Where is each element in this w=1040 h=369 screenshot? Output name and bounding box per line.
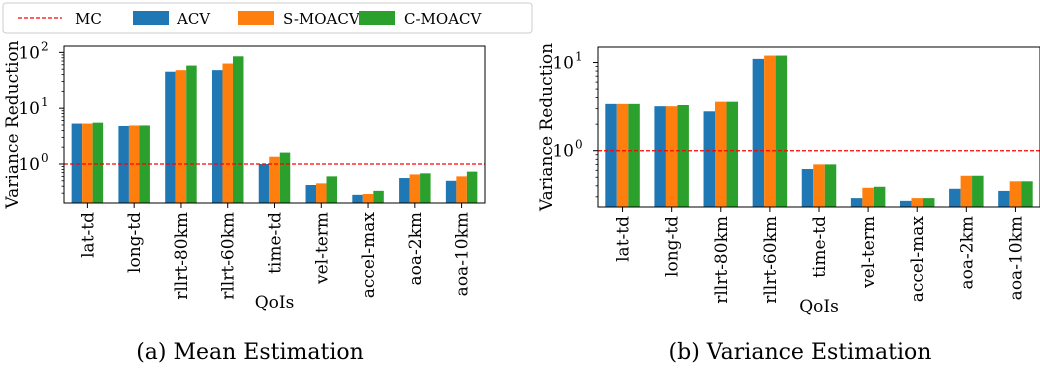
x-tick-label-long-td: long-td bbox=[663, 216, 683, 277]
bar-acv-lat-td bbox=[605, 103, 617, 207]
bar-s-moacv-accel-max bbox=[911, 198, 923, 207]
y-axis-label: Variance Reduction bbox=[537, 43, 557, 212]
bar-acv-rllrt-60km bbox=[211, 70, 223, 203]
y-tick-label: 10 bbox=[18, 155, 40, 175]
bar-c-moacv-rllrt-80km bbox=[726, 101, 739, 207]
bar-acv-vel-term bbox=[850, 198, 863, 207]
bar-acv-long-td bbox=[654, 106, 666, 207]
x-axis-label: QoIs bbox=[255, 293, 295, 313]
bar-acv-rllrt-80km bbox=[165, 71, 176, 203]
bar-acv-rllrt-60km bbox=[752, 58, 765, 208]
bar-c-moacv-vel-term bbox=[873, 186, 886, 207]
legend-swatch-acv bbox=[133, 11, 169, 25]
bar-s-moacv-lat-td bbox=[616, 103, 629, 207]
bar-c-moacv-lat-td bbox=[628, 103, 640, 207]
x-tick-label-rllrt-60km: rllrt-60km bbox=[761, 216, 781, 304]
legend-swatch-s-moacv bbox=[238, 11, 274, 25]
x-tick-label-lat-td: lat-td bbox=[614, 216, 634, 262]
x-tick-label-rllrt-80km: rllrt-80km bbox=[712, 216, 732, 304]
legend-label-s-moacv: S-MOACV bbox=[283, 10, 361, 28]
bar-acv-aoa-2km bbox=[949, 188, 961, 207]
bar-c-moacv-time-td bbox=[824, 164, 837, 207]
bar-acv-aoa-10km bbox=[445, 180, 457, 203]
bar-c-moacv-accel-max bbox=[922, 198, 935, 207]
x-tick-label-rllrt-60km: rllrt-60km bbox=[219, 212, 239, 300]
y-tick-label: 10 bbox=[552, 142, 574, 162]
y-tick-label: 10 bbox=[18, 43, 40, 63]
bar-acv-vel-term bbox=[305, 185, 317, 203]
y-tick-exponent: 1 bbox=[575, 50, 583, 64]
x-tick-label-aoa-2km: aoa-2km bbox=[406, 212, 426, 286]
bar-c-moacv-vel-term bbox=[326, 176, 338, 203]
bar-c-moacv-accel-max bbox=[373, 190, 384, 203]
x-tick-label-vel-term: vel-term bbox=[312, 212, 332, 285]
bar-s-moacv-rllrt-60km bbox=[222, 63, 233, 203]
bar-s-moacv-aoa-10km bbox=[1009, 181, 1022, 207]
x-tick-label-time-td: time-td bbox=[810, 216, 830, 278]
legend-label-c-moacv: C-MOACV bbox=[404, 10, 483, 28]
bar-s-moacv-aoa-2km bbox=[960, 175, 973, 207]
bar-acv-aoa-2km bbox=[399, 178, 410, 203]
bar-acv-long-td bbox=[118, 125, 129, 203]
bar-c-moacv-rllrt-80km bbox=[186, 65, 197, 204]
bar-s-moacv-vel-term bbox=[316, 183, 327, 203]
bar-s-moacv-long-td bbox=[665, 106, 678, 207]
x-tick-label-lat-td: lat-td bbox=[78, 212, 98, 258]
bar-s-moacv-long-td bbox=[128, 125, 140, 203]
bar-c-moacv-time-td bbox=[279, 152, 291, 203]
bar-acv-rllrt-80km bbox=[703, 111, 716, 207]
bar-s-moacv-rllrt-80km bbox=[715, 101, 727, 207]
y-tick-exponent: 1 bbox=[41, 95, 49, 109]
bar-c-moacv-lat-td bbox=[92, 122, 104, 203]
y-axis-label: Variance Reduction bbox=[3, 40, 23, 209]
bar-acv-lat-td bbox=[71, 123, 83, 203]
bar-acv-time-td bbox=[801, 169, 814, 207]
x-tick-label-aoa-2km: aoa-2km bbox=[957, 216, 977, 290]
caption-variance-estimation: (b) Variance Estimation bbox=[669, 340, 932, 365]
bar-c-moacv-long-td bbox=[677, 104, 689, 207]
x-tick-label-accel-max: accel-max bbox=[908, 216, 928, 303]
y-tick-exponent: 0 bbox=[41, 151, 49, 165]
bar-acv-time-td bbox=[258, 163, 270, 203]
x-tick-label-aoa-10km: aoa-10km bbox=[453, 212, 473, 296]
bar-s-moacv-rllrt-80km bbox=[175, 70, 187, 203]
x-tick-label-aoa-10km: aoa-10km bbox=[1006, 216, 1026, 300]
legend-label-acv: ACV bbox=[176, 10, 211, 28]
legend-label-mc: MC bbox=[75, 10, 102, 28]
bar-s-moacv-accel-max bbox=[362, 193, 374, 203]
bar-s-moacv-rllrt-60km bbox=[764, 55, 776, 208]
bar-c-moacv-aoa-2km bbox=[420, 173, 431, 203]
bar-s-moacv-aoa-2km bbox=[409, 174, 421, 203]
legend: MC ACV S-MOACV C-MOACV bbox=[2, 2, 533, 34]
bar-s-moacv-aoa-10km bbox=[456, 176, 467, 203]
bar-acv-accel-max bbox=[352, 194, 363, 203]
y-tick-exponent: 2 bbox=[41, 39, 49, 53]
bar-acv-aoa-10km bbox=[998, 190, 1010, 207]
bar-c-moacv-aoa-10km bbox=[1021, 181, 1033, 207]
bar-s-moacv-time-td bbox=[269, 156, 280, 203]
y-tick-label: 10 bbox=[552, 54, 574, 74]
bar-c-moacv-rllrt-60km bbox=[775, 55, 788, 208]
x-tick-label-vel-term: vel-term bbox=[859, 216, 879, 289]
bar-s-moacv-time-td bbox=[813, 164, 825, 207]
x-tick-label-accel-max: accel-max bbox=[359, 212, 379, 299]
caption-mean-estimation: (a) Mean Estimation bbox=[136, 340, 364, 365]
legend-swatch-c-moacv bbox=[359, 11, 395, 25]
x-tick-label-rllrt-80km: rllrt-80km bbox=[172, 212, 192, 300]
bar-acv-accel-max bbox=[899, 200, 912, 207]
bar-c-moacv-aoa-10km bbox=[466, 171, 478, 203]
x-tick-label-time-td: time-td bbox=[266, 212, 286, 274]
bar-s-moacv-lat-td bbox=[82, 123, 93, 203]
y-tick-exponent: 0 bbox=[575, 138, 583, 152]
bar-s-moacv-vel-term bbox=[862, 187, 874, 207]
x-axis-label: QoIs bbox=[799, 297, 839, 317]
bar-c-moacv-rllrt-60km bbox=[232, 56, 244, 204]
x-tick-label-long-td: long-td bbox=[125, 212, 145, 273]
y-tick-label: 10 bbox=[18, 99, 40, 119]
bar-c-moacv-aoa-2km bbox=[972, 175, 984, 207]
